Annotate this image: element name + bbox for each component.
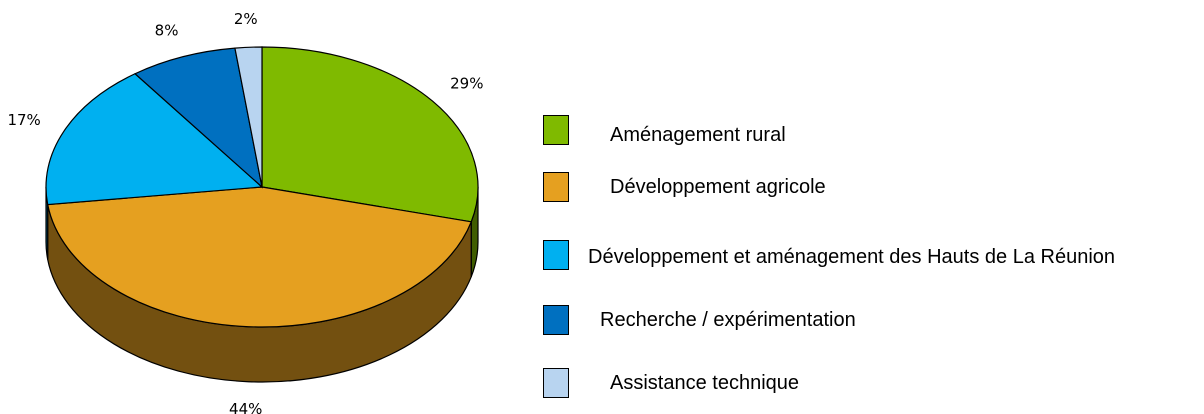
legend-swatch — [543, 305, 569, 335]
slice — [45, 73, 264, 206]
legend-swatch — [543, 368, 569, 398]
legend-label: Assistance technique — [610, 372, 800, 394]
data-label: 2% — [234, 10, 258, 28]
slice — [234, 46, 263, 188]
chart: 29% 44% 17% 8% 2% — [7, 10, 483, 414]
legend-label: Développement agricole — [610, 176, 826, 198]
data-label: 17% — [7, 111, 40, 129]
slice — [133, 47, 263, 189]
slice — [261, 46, 479, 223]
legend-swatch — [543, 115, 569, 145]
legend-label: Recherche / expérimentation — [600, 309, 856, 331]
data-label: 44% — [229, 400, 262, 414]
legend-label: Aménagement rural — [610, 124, 786, 146]
legend-swatch — [543, 172, 569, 202]
slice — [46, 186, 473, 328]
legend-label: Développement et aménagement des Hauts d… — [588, 246, 1116, 268]
data-label: 8% — [155, 21, 179, 39]
data-label: 29% — [450, 75, 483, 93]
legend-swatch — [543, 240, 569, 270]
